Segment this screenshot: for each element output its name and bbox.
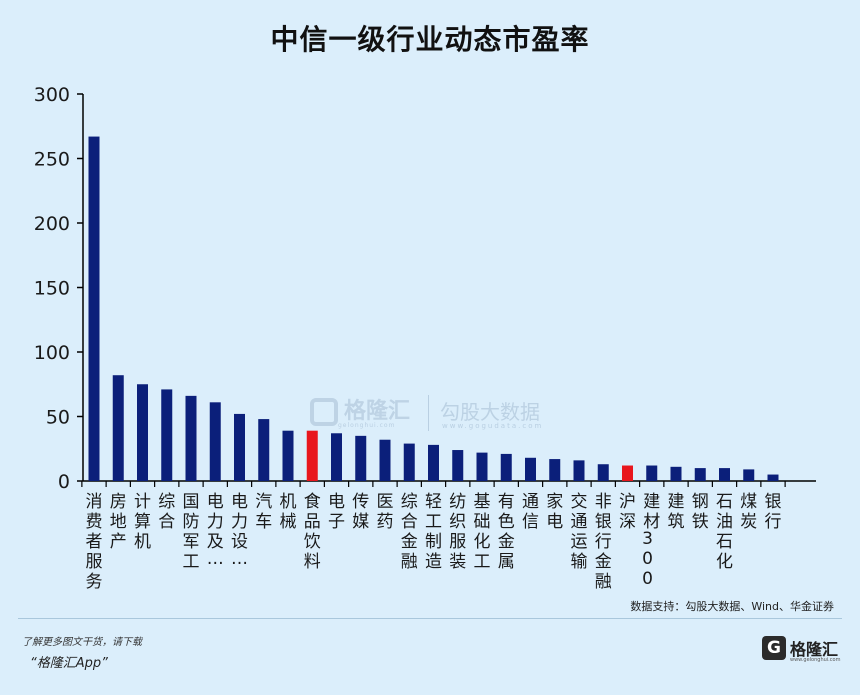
- x-tick-label: 建筑: [668, 492, 685, 532]
- x-tick-label: 交通运输: [571, 492, 588, 572]
- brand-icon: G: [762, 636, 786, 660]
- data-source: 数据支持：勾股大数据、Wind、华金证券: [630, 600, 834, 613]
- bar: [500, 453, 512, 481]
- bar: [525, 457, 536, 481]
- x-tick-label: 建材: [643, 492, 660, 532]
- bar: [622, 465, 633, 481]
- bar: [258, 419, 270, 481]
- y-tick-label: 50: [46, 407, 70, 429]
- bar: [331, 433, 342, 481]
- watermark-divider: [428, 395, 429, 431]
- x-tick-label: 家电: [546, 492, 563, 532]
- x-tick-label: 银行: [765, 492, 782, 532]
- x-tick-label: 基础化工: [474, 492, 491, 572]
- x-tick-label: 非银行金融: [595, 492, 612, 592]
- bar: [137, 384, 148, 481]
- y-axis: 0 50 100 150 200 250 300: [34, 84, 84, 493]
- x-tick-label: 国防军工: [183, 492, 200, 572]
- bar: [282, 430, 294, 481]
- bar: [355, 435, 367, 481]
- x-tick-label: 医药: [377, 492, 394, 532]
- brand-logo: G 格隆汇 www.gelonghui.com: [762, 636, 841, 663]
- bar: [209, 402, 221, 481]
- bar: [694, 468, 706, 481]
- x-tick-label: 电子: [328, 492, 345, 532]
- footer-divider: [18, 618, 842, 619]
- bar: [185, 395, 197, 481]
- watermark-logo: 格隆汇: [310, 393, 410, 426]
- bar: [743, 469, 755, 481]
- x-tick-label: 综合: [158, 492, 175, 532]
- bar: [646, 465, 658, 481]
- bar: [573, 460, 585, 481]
- y-tick-label: 200: [34, 213, 70, 235]
- x-tick-label: 计算机: [134, 492, 151, 552]
- bar: [306, 430, 318, 481]
- footer-app: “格隆汇App”: [30, 656, 108, 671]
- x-tick-label: 煤炭: [740, 492, 757, 532]
- bar: [476, 452, 488, 481]
- y-tick-label: 300: [34, 84, 70, 106]
- x-tick-label: 有色金属: [498, 492, 515, 572]
- x-tick-label: 机械: [280, 492, 297, 532]
- x-tick-label: 食品饮料: [304, 492, 321, 572]
- bar: [670, 466, 682, 481]
- x-tick-label: 通信: [522, 492, 539, 532]
- bar: [403, 443, 415, 481]
- x-tick-label: 传媒: [352, 492, 369, 532]
- bar: [597, 464, 609, 481]
- bar: [549, 459, 561, 481]
- bar: [379, 439, 391, 481]
- watermark-url: www.gogudata.com: [442, 422, 544, 430]
- chart-title: 中信一级行业动态市盈率: [270, 23, 590, 56]
- bars: [88, 136, 779, 481]
- y-tick-label: 250: [34, 149, 70, 171]
- x-tick-label: 轻工制造: [425, 492, 442, 572]
- brand-sub: www.gelonghui.com: [790, 657, 841, 663]
- bar-chart: 0 50 100 150 200 250 300 消费者服务房地产计算机综合国防军工电力及……: [34, 84, 816, 592]
- x-tick-label: 房地产: [110, 492, 127, 552]
- x-tick-label: 钢铁: [692, 492, 709, 532]
- x-tick-label: 电力及…: [207, 492, 224, 569]
- bar: [161, 389, 173, 481]
- x-axis: [81, 480, 816, 487]
- bar: [234, 413, 245, 481]
- bar: [767, 474, 779, 481]
- y-tick-label: 0: [58, 471, 70, 493]
- bar: [452, 450, 464, 481]
- bar: [428, 444, 439, 481]
- brand-name: 格隆汇: [790, 640, 839, 659]
- x-tick-label: 石油石化: [716, 492, 733, 572]
- y-tick-label: 150: [34, 278, 70, 300]
- watermark-logo-sub: gelonghui.com: [338, 422, 396, 429]
- watermark-logo-text: 格隆汇: [344, 399, 411, 424]
- bar: [88, 136, 100, 481]
- bar: [112, 375, 124, 481]
- x-tick-label: 消费者服务: [86, 492, 103, 592]
- x-tick-label: 汽车: [255, 492, 272, 532]
- x-tick-label: 电力设…: [231, 492, 248, 569]
- watermark-text: 勾股大数据: [440, 400, 540, 424]
- footer-note: 了解更多图文干货，请下载: [22, 637, 142, 648]
- x-tick-label: 纺织服装: [449, 492, 466, 572]
- y-tick-label: 100: [34, 342, 70, 364]
- x-tick-label: 综合金融: [401, 492, 418, 572]
- bar: [719, 468, 730, 481]
